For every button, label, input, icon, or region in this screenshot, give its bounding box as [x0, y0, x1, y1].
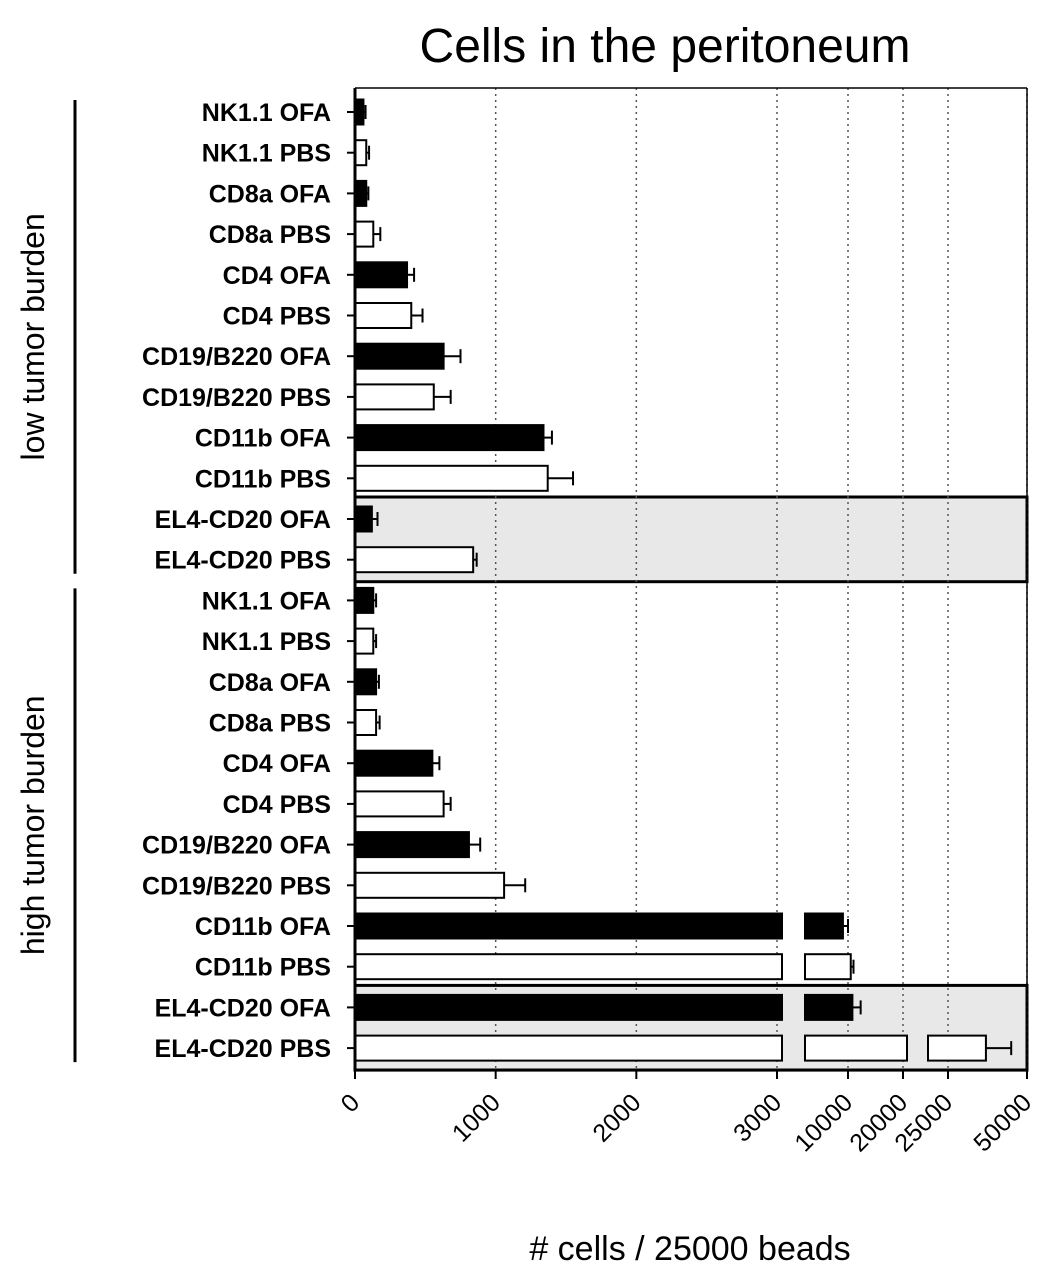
category-label: NK1.1 PBS [202, 140, 331, 168]
bar [354, 546, 475, 574]
category-label: CD11b OFA [195, 913, 331, 941]
category-label: CD11b PBS [195, 465, 331, 493]
category-label: CD4 OFA [223, 262, 331, 290]
x-tick-label: 1000 [447, 1088, 506, 1147]
x-tick-label: 50000 [968, 1088, 1037, 1157]
bar [354, 668, 378, 696]
category-label: NK1.1 OFA [202, 99, 331, 127]
bar [354, 1034, 783, 1062]
category-label: CD8a PBS [209, 710, 331, 738]
bar [354, 790, 445, 818]
group-label: high tumor burden [15, 695, 51, 955]
x-axis-label: # cells / 25000 beads [529, 1230, 850, 1268]
category-labels: NK1.1 OFA NK1.1 PBS CD8a OFA CD8a PBS CD4 OF… [142, 99, 331, 1063]
category-label: CD19/B220 PBS [142, 384, 331, 412]
category-label: CD4 PBS [223, 303, 331, 331]
category-label: EL4-CD20 OFA [155, 506, 331, 534]
bar [354, 220, 375, 248]
bar [927, 1034, 987, 1062]
bar [804, 953, 852, 981]
category-label: EL4-CD20 OFA [155, 994, 331, 1022]
bar [354, 749, 434, 777]
bar [354, 627, 375, 655]
category-label: CD4 PBS [223, 791, 331, 819]
highlight-layer [353, 495, 1029, 1072]
category-label: CD8a PBS [209, 221, 331, 249]
x-tick-label: 2000 [587, 1088, 646, 1147]
x-tick-label: 3000 [728, 1088, 787, 1147]
category-label: CD8a OFA [209, 669, 331, 697]
bar [354, 179, 368, 207]
category-label: EL4-CD20 PBS [155, 547, 331, 575]
bar [354, 993, 783, 1021]
bar [354, 383, 435, 411]
bar [354, 464, 549, 492]
x-tick-label: 10000 [789, 1088, 858, 1157]
bar [354, 261, 409, 289]
bar [804, 993, 854, 1021]
chart-title: Cells in the peritoneum [420, 20, 911, 73]
bar [354, 139, 368, 167]
bar [354, 831, 470, 859]
category-label: CD8a OFA [209, 180, 331, 208]
category-label: EL4-CD20 PBS [155, 1035, 331, 1063]
bar [804, 912, 844, 940]
bar [354, 709, 378, 736]
bar [354, 912, 783, 940]
category-label: CD11b PBS [195, 954, 331, 982]
category-label: CD4 OFA [223, 750, 331, 778]
bar [354, 302, 413, 329]
bar [354, 424, 545, 452]
category-label: CD19/B220 OFA [142, 343, 331, 371]
category-label: CD11b OFA [195, 425, 331, 453]
category-label: NK1.1 PBS [202, 628, 331, 656]
bar [804, 1034, 908, 1062]
bar [354, 871, 506, 899]
group-label: low tumor burden [15, 213, 51, 460]
x-tick-label: 0 [336, 1088, 366, 1118]
category-label: CD19/B220 PBS [142, 872, 331, 900]
group-brackets: low tumor burden high tumor burden [15, 100, 77, 1063]
bar [354, 505, 373, 533]
bar [354, 586, 375, 614]
category-label: NK1.1 OFA [202, 587, 331, 615]
category-label: CD19/B220 OFA [142, 832, 331, 860]
bar [354, 953, 783, 981]
bar [354, 342, 445, 370]
bars-layer [354, 98, 1013, 1062]
